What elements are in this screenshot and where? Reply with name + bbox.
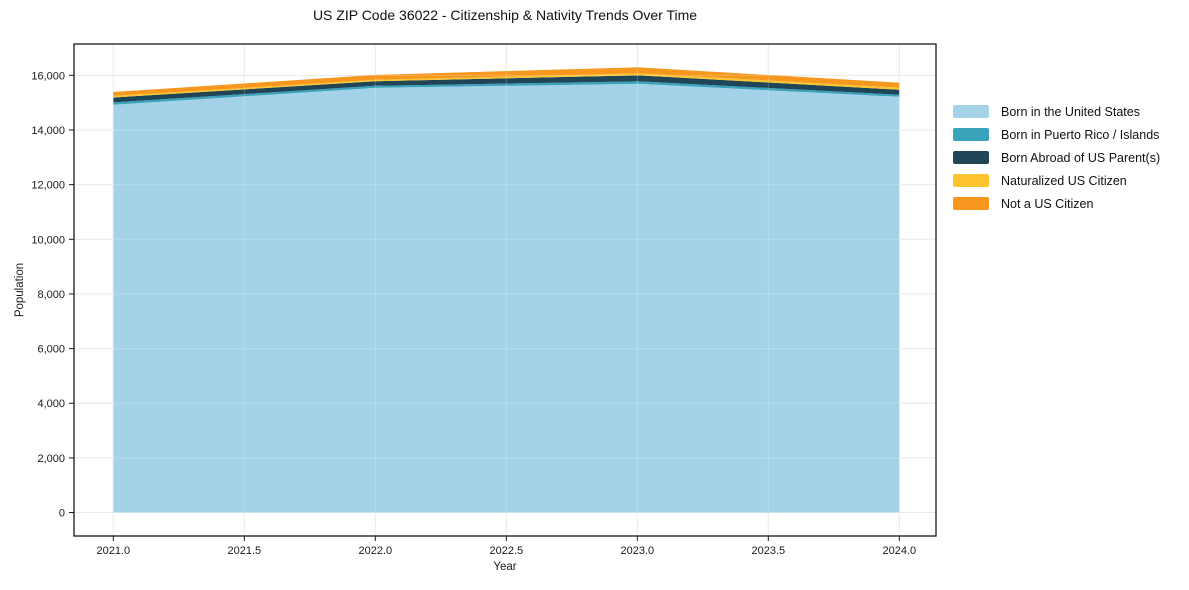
- svg-text:12,000: 12,000: [31, 180, 65, 192]
- legend: Born in the United States Born in Puerto…: [953, 100, 1160, 215]
- legend-item: Born Abroad of US Parent(s): [953, 146, 1160, 169]
- legend-label: Born in Puerto Rico / Islands: [1001, 127, 1160, 142]
- legend-label: Born Abroad of US Parent(s): [1001, 150, 1161, 165]
- svg-text:16,000: 16,000: [31, 70, 65, 82]
- svg-text:2023.5: 2023.5: [751, 545, 785, 557]
- legend-item: Born in the United States: [953, 100, 1160, 123]
- svg-text:2022.0: 2022.0: [358, 545, 392, 557]
- svg-text:2,000: 2,000: [37, 453, 65, 465]
- legend-swatch: [953, 151, 989, 164]
- legend-label: Born in the United States: [1001, 104, 1140, 119]
- legend-label: Naturalized US Citizen: [1001, 173, 1127, 188]
- svg-text:2022.5: 2022.5: [489, 545, 523, 557]
- x-axis-label: Year: [493, 561, 517, 573]
- legend-item: Not a US Citizen: [953, 192, 1160, 215]
- legend-swatch: [953, 174, 989, 187]
- legend-label: Not a US Citizen: [1001, 196, 1094, 211]
- y-axis-label: Population: [14, 262, 26, 318]
- svg-text:2021.5: 2021.5: [227, 545, 261, 557]
- x-tick-labels: 2021.0 2021.5 2022.0 2022.5 2023.0 2023.5 2024…: [96, 545, 916, 557]
- svg-text:2023.0: 2023.0: [620, 545, 654, 557]
- svg-text:2021.0: 2021.0: [96, 545, 130, 557]
- legend-item: Born in Puerto Rico / Islands: [953, 123, 1160, 146]
- svg-text:0: 0: [59, 508, 65, 520]
- legend-swatch: [953, 128, 989, 141]
- chart-title: US ZIP Code 36022 - Citizenship & Nativi…: [312, 7, 698, 23]
- svg-text:10,000: 10,000: [31, 234, 65, 246]
- legend-swatch: [953, 197, 989, 210]
- legend-item: Naturalized US Citizen: [953, 169, 1160, 192]
- gridlines-overlay: [74, 44, 936, 536]
- svg-text:14,000: 14,000: [31, 125, 65, 137]
- axis-ticks: [69, 74, 900, 541]
- plot-border: [73, 43, 937, 537]
- legend-swatch: [953, 105, 989, 118]
- svg-text:6,000: 6,000: [37, 344, 65, 356]
- svg-text:2024.0: 2024.0: [882, 545, 916, 557]
- stacked-areas: [113, 67, 900, 513]
- y-tick-labels: 0 2,000 4,000 6,000 8,000 10,000 12,000 14,000 1…: [31, 70, 65, 519]
- svg-text:8,000: 8,000: [37, 289, 65, 301]
- svg-text:4,000: 4,000: [37, 398, 65, 410]
